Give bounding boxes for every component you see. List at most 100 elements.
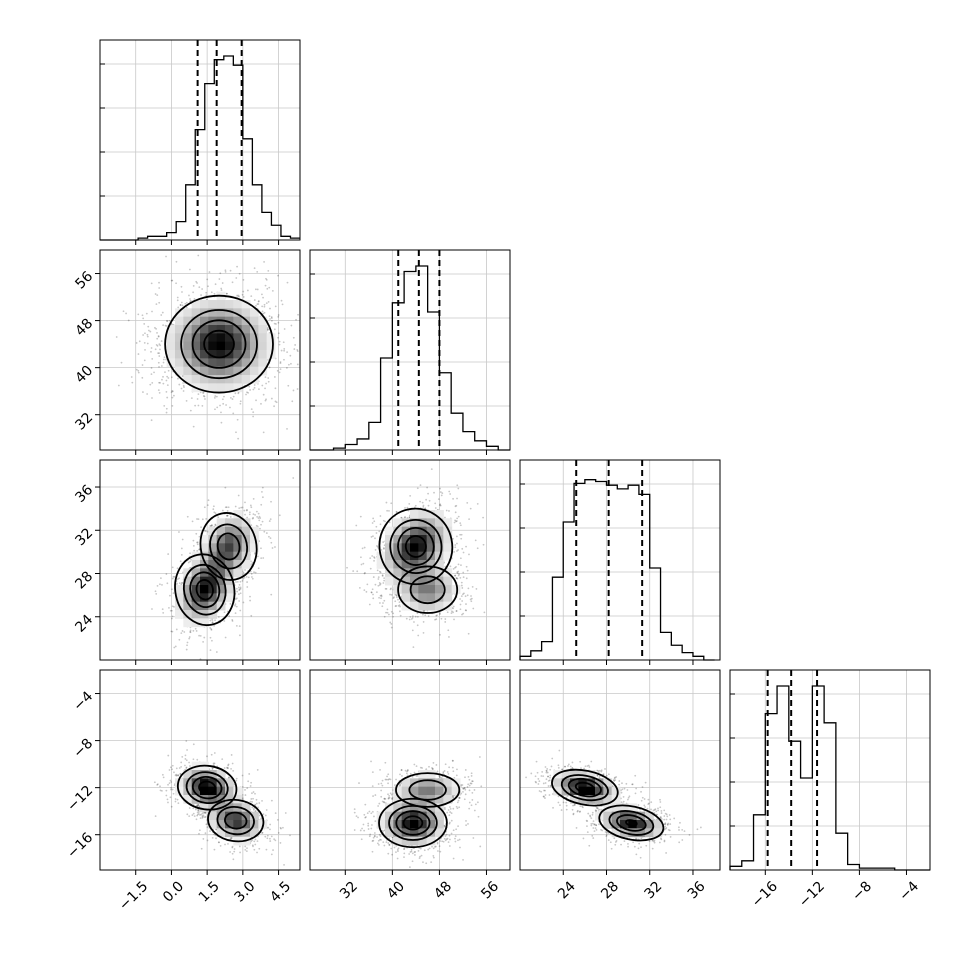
- sample-point: [459, 524, 462, 527]
- sample-point: [267, 269, 270, 272]
- density-cell: [225, 383, 234, 393]
- sample-point: [194, 627, 197, 630]
- sample-point: [181, 304, 184, 307]
- sample-point: [457, 549, 459, 551]
- sample-point: [413, 621, 415, 623]
- density-cell: [225, 300, 234, 309]
- sample-point: [455, 535, 458, 538]
- sample-point: [459, 522, 462, 525]
- sample-point: [439, 633, 441, 636]
- sample-point: [370, 591, 373, 594]
- sample-point: [171, 390, 174, 392]
- sample-point: [165, 407, 168, 410]
- sample-point: [241, 506, 244, 509]
- sample-point: [241, 293, 244, 296]
- sample-point: [452, 605, 455, 608]
- sample-point: [229, 396, 232, 399]
- sample-point: [261, 486, 264, 489]
- sample-point: [249, 595, 251, 598]
- sample-point: [449, 493, 452, 495]
- sample-point: [158, 391, 161, 394]
- sample-point: [439, 612, 441, 615]
- sample-point: [261, 310, 264, 313]
- density-cell: [175, 366, 184, 376]
- sample-point: [155, 343, 158, 346]
- sample-point: [286, 367, 288, 369]
- sample-point: [246, 509, 248, 511]
- density-cell: [166, 358, 176, 368]
- sample-point: [268, 286, 271, 289]
- sample-point: [210, 524, 213, 526]
- density-cell: [393, 568, 403, 578]
- sample-point: [460, 533, 463, 536]
- sample-point: [237, 392, 240, 395]
- sample-point: [262, 393, 265, 396]
- sample-point: [223, 611, 226, 614]
- sample-point: [256, 515, 259, 518]
- sample-point: [131, 381, 134, 384]
- density-cell: [183, 593, 193, 603]
- sample-point: [189, 299, 192, 302]
- sample-point: [201, 404, 204, 407]
- sample-point: [154, 590, 157, 593]
- density-cell: [216, 341, 226, 351]
- sample-point: [165, 573, 168, 575]
- density-cell: [175, 308, 184, 318]
- sample-point: [445, 509, 448, 512]
- sample-point: [239, 400, 242, 403]
- sample-point: [150, 350, 152, 353]
- sample-point: [206, 278, 209, 281]
- sample-point: [372, 597, 375, 600]
- sample-point: [158, 352, 161, 355]
- sample-point: [238, 295, 240, 298]
- sample-point: [263, 305, 266, 308]
- sample-point: [191, 520, 194, 523]
- sample-point: [381, 605, 384, 608]
- sample-point: [246, 586, 249, 588]
- sample-point: [220, 411, 222, 414]
- sample-point: [238, 625, 241, 628]
- sample-point: [265, 398, 267, 401]
- sample-point: [234, 598, 237, 601]
- density-cell: [410, 526, 419, 536]
- density-cell: [200, 366, 209, 376]
- sample-point: [378, 582, 381, 584]
- density-cell: [191, 308, 201, 318]
- sample-point: [269, 307, 271, 310]
- sample-point: [255, 399, 257, 402]
- sample-point: [239, 634, 241, 637]
- sample-point: [419, 484, 422, 487]
- sample-point: [435, 614, 438, 617]
- density-cell: [200, 585, 209, 594]
- sample-point: [239, 587, 242, 590]
- density-cell: [191, 358, 201, 368]
- sample-point: [151, 608, 153, 610]
- density-cell: [385, 551, 394, 561]
- density-cell: [435, 543, 444, 553]
- sample-point: [154, 348, 157, 351]
- sample-point: [476, 502, 479, 505]
- sample-point: [378, 596, 380, 599]
- density-cell: [426, 593, 436, 603]
- sample-point: [264, 387, 266, 390]
- sample-point: [395, 594, 398, 596]
- sample-point: [221, 758, 224, 761]
- sample-point: [448, 636, 450, 638]
- density-cell: [208, 333, 218, 343]
- sample-point: [450, 612, 453, 615]
- sample-point: [470, 595, 472, 597]
- sample-point: [205, 517, 208, 520]
- sample-point: [270, 541, 273, 544]
- density-cell: [225, 576, 234, 586]
- sample-point: [172, 575, 175, 578]
- sample-point: [154, 293, 157, 295]
- sample-point: [189, 630, 192, 633]
- sample-point: [385, 501, 388, 504]
- sample-point: [204, 811, 207, 814]
- sample-point: [305, 356, 307, 358]
- sample-point: [439, 491, 442, 493]
- sample-point: [373, 559, 375, 562]
- density-cell: [183, 325, 193, 334]
- density-cell: [410, 543, 419, 553]
- density-cell: [208, 350, 218, 359]
